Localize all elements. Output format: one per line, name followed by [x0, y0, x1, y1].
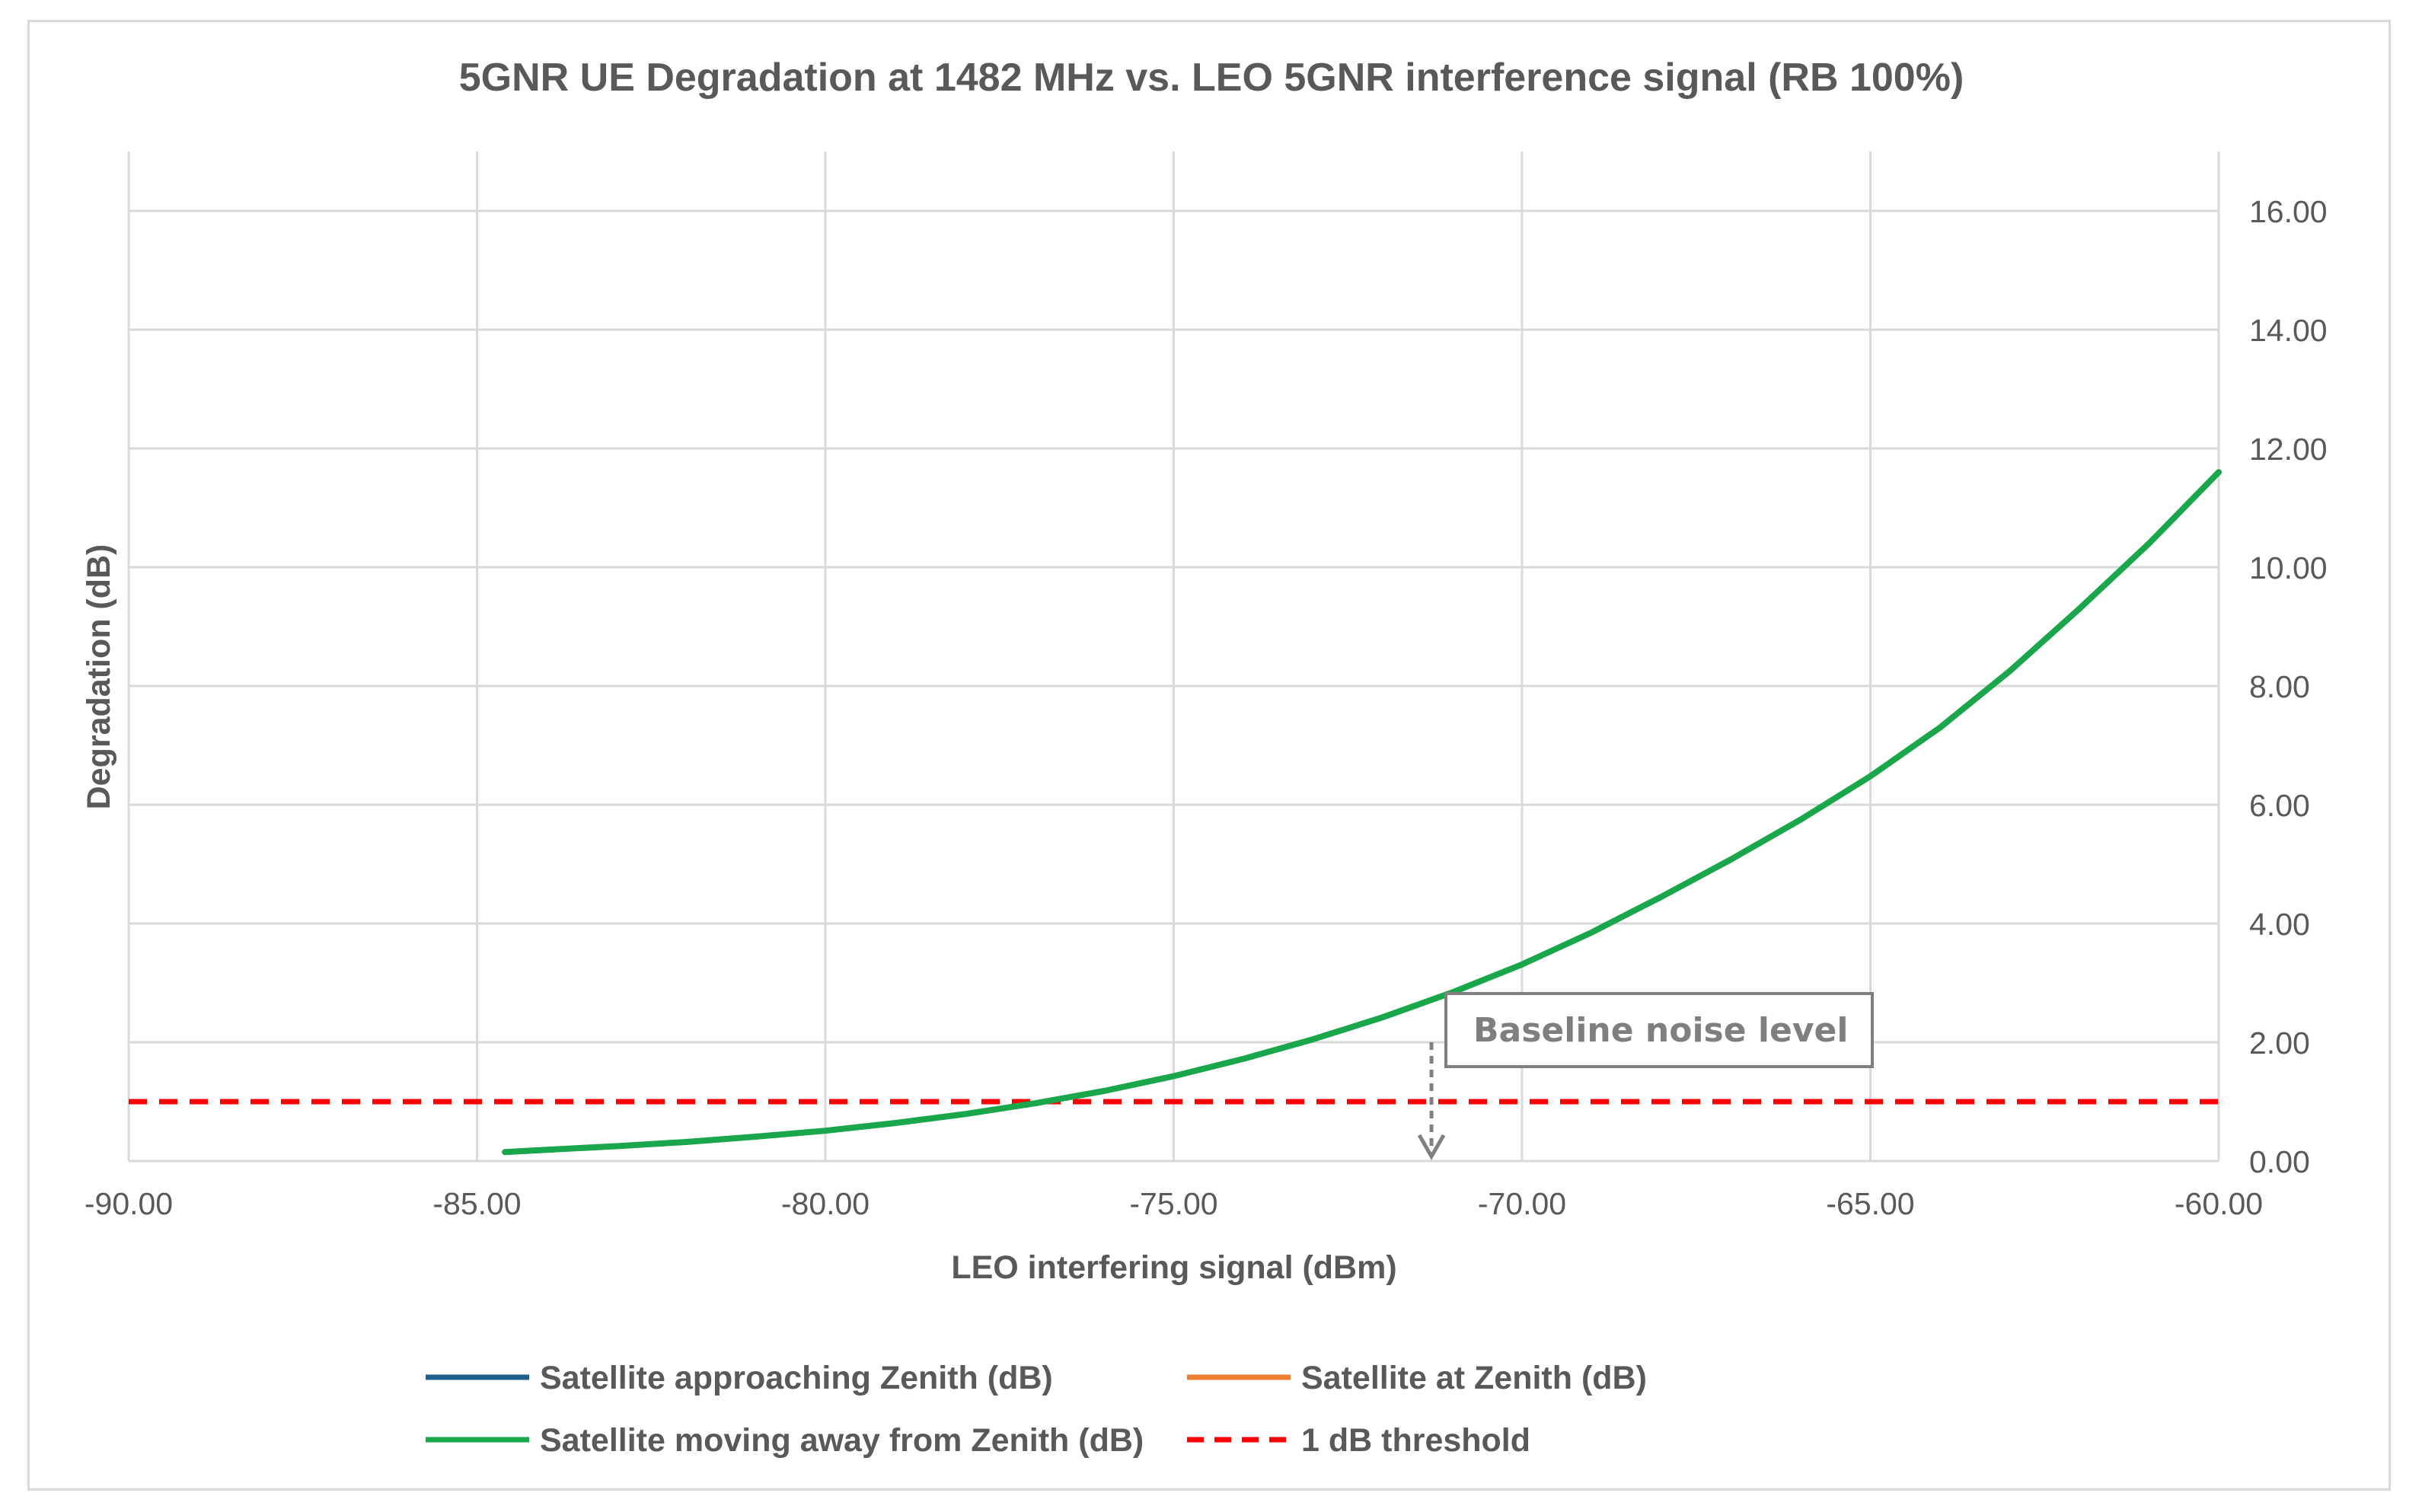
- x-tick-label: -60.00: [2175, 1186, 2263, 1221]
- legend: Satellite approaching Zenith (dB) Satelli…: [426, 1360, 1647, 1459]
- x-axis-title: LEO interfering signal (dBm): [951, 1249, 1396, 1286]
- y-axis-title: Degradation (dB): [81, 544, 117, 810]
- degradation-chart: 5GNR UE Degradation at 1482 MHz vs. LEO …: [81, 56, 2328, 1459]
- annotation-layer: Baseline noise level: [1417, 992, 1874, 1161]
- annotation-arrowhead: [1417, 1134, 1446, 1161]
- series-line-2: [502, 469, 2222, 1156]
- y-tick-label: 16.00: [2249, 194, 2328, 229]
- chart-title: 5GNR UE Degradation at 1482 MHz vs. LEO …: [459, 56, 1964, 100]
- annotation-text: Baseline noise level: [1473, 1011, 1848, 1050]
- y-tick-label: 4.00: [2249, 907, 2310, 942]
- x-tick-label: -90.00: [85, 1186, 173, 1221]
- series-layer: [502, 469, 2222, 1156]
- legend-label: Satellite moving away from Zenith (dB): [540, 1422, 1144, 1459]
- y-tick-label: 12.00: [2249, 432, 2328, 467]
- y-tick-label: 0.00: [2249, 1144, 2310, 1179]
- y-tick-label: 14.00: [2249, 313, 2328, 348]
- legend-label: Satellite approaching Zenith (dB): [540, 1360, 1053, 1396]
- annotation-box: [1444, 992, 1874, 1068]
- x-tick-label: -85.00: [432, 1186, 521, 1221]
- chart-container: 5GNR UE Degradation at 1482 MHz vs. LEO …: [27, 20, 2391, 1491]
- x-tick-label: -75.00: [1129, 1186, 1217, 1221]
- legend-label: 1 dB threshold: [1301, 1422, 1530, 1459]
- y-tick-label: 2.00: [2249, 1026, 2310, 1061]
- y-tick-label: 6.00: [2249, 788, 2310, 823]
- legend-label: Satellite at Zenith (dB): [1301, 1360, 1647, 1396]
- tick-labels: 0.00 2.00 4.00 6.00 8.00 10.00 12.00 14.00 16.00…: [85, 194, 2328, 1221]
- gridlines: [127, 152, 2220, 1163]
- x-tick-label: -70.00: [1478, 1186, 1566, 1221]
- x-tick-label: -80.00: [781, 1186, 870, 1221]
- y-tick-label: 8.00: [2249, 669, 2310, 704]
- x-tick-label: -65.00: [1826, 1186, 1914, 1221]
- y-tick-label: 10.00: [2249, 550, 2328, 585]
